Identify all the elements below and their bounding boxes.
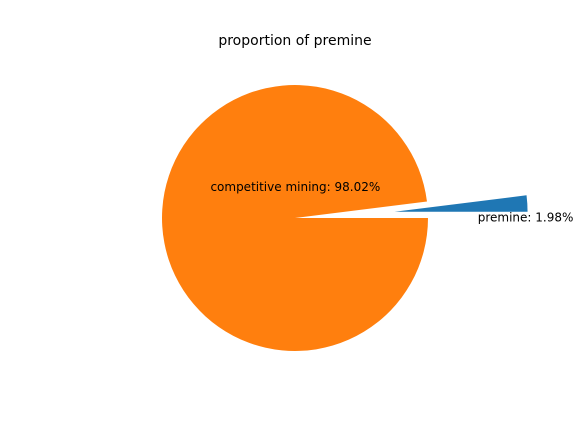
- pie-label-premine: premine: 1.98%: [478, 211, 574, 225]
- chart-title: proportion of premine: [218, 33, 371, 49]
- pie-slices: [162, 84, 528, 351]
- pie-slice-premine: [394, 195, 528, 212]
- pie-label-competitive-mining: competitive mining: 98.02%: [210, 180, 380, 194]
- pie-slice-competitive-mining: [162, 84, 429, 351]
- pie-labels: premine: 1.98% competitive mining: 98.02%: [210, 180, 573, 225]
